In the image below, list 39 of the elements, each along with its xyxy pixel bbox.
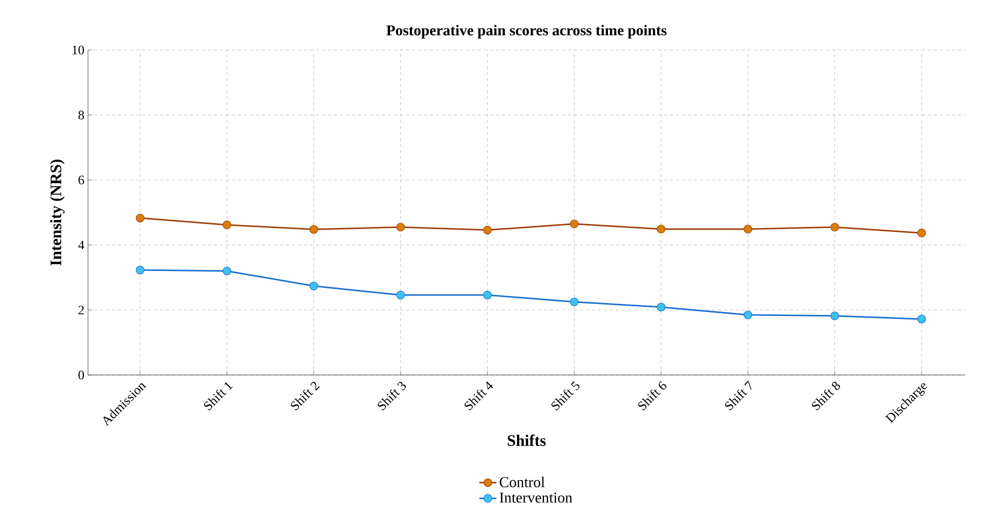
x-tick-label: Shift 8 bbox=[812, 382, 840, 410]
x-tick-label: Shift 4 bbox=[464, 381, 493, 410]
y-tick-label: 10 bbox=[72, 46, 84, 54]
point bbox=[309, 282, 318, 290]
point bbox=[656, 302, 666, 312]
y-axis-title: Intensity (NRS) bbox=[50, 160, 65, 266]
point bbox=[136, 214, 144, 222]
y-tick-label: 4 bbox=[78, 240, 84, 250]
point bbox=[483, 226, 492, 234]
point bbox=[830, 312, 840, 320]
point bbox=[917, 228, 926, 238]
point bbox=[483, 290, 492, 300]
point bbox=[656, 224, 666, 234]
x-axis-title: Shifts bbox=[508, 434, 546, 446]
point bbox=[309, 225, 318, 234]
point bbox=[136, 266, 144, 274]
point bbox=[222, 220, 232, 230]
x-tick-label: Shift 3 bbox=[378, 382, 406, 410]
legend-label: Control bbox=[500, 476, 545, 488]
point bbox=[830, 222, 840, 232]
point bbox=[744, 224, 752, 234]
chart-title: Postoperative pain scores across time points bbox=[386, 24, 666, 38]
point bbox=[744, 310, 752, 320]
point bbox=[570, 298, 579, 306]
y-tick-label: 2 bbox=[78, 306, 84, 314]
point bbox=[917, 314, 926, 324]
y-tick-label: 8 bbox=[78, 110, 84, 120]
y-tick-label: 0 bbox=[78, 370, 84, 380]
x-tick-label: Shift 7 bbox=[725, 380, 752, 410]
x-tick-label: Shift 2 bbox=[290, 382, 320, 410]
point bbox=[396, 222, 405, 232]
x-tick-label: Shift 5 bbox=[551, 381, 580, 410]
point bbox=[570, 220, 579, 228]
x-tick-label: Shift 1 bbox=[204, 382, 233, 410]
point bbox=[222, 266, 232, 276]
y-tick-label: 6 bbox=[78, 176, 84, 184]
x-tick-label: Shift 6 bbox=[638, 381, 666, 410]
legend-label: Intervention bbox=[500, 492, 572, 503]
point bbox=[396, 290, 405, 300]
